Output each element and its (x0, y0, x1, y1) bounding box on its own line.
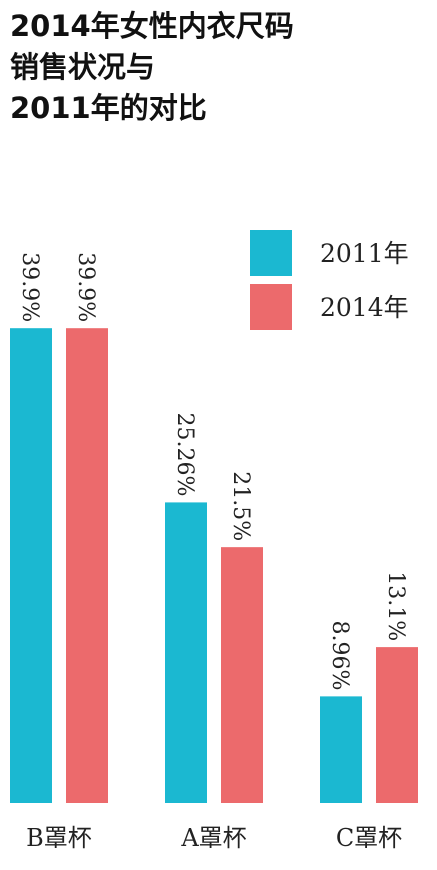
value-label: 13.1% (383, 571, 408, 641)
x-tick-label: C罩杯 (336, 824, 402, 852)
value-label: 39.9% (17, 252, 42, 322)
value-label: 21.5% (228, 471, 253, 541)
bar (10, 328, 52, 803)
legend-label: 2014年 (320, 293, 409, 322)
bar (376, 647, 418, 803)
bar (66, 328, 108, 803)
x-tick-label: B罩杯 (26, 824, 92, 852)
value-label: 39.9% (73, 252, 98, 322)
legend-swatch (250, 284, 292, 330)
value-label: 25.26% (172, 413, 197, 497)
x-tick-label: A罩杯 (180, 824, 246, 852)
legend-label: 2011年 (320, 239, 409, 268)
bar (320, 696, 362, 803)
chart-title: 销售状况与 (10, 50, 155, 84)
bar (165, 502, 207, 803)
legend-swatch (250, 230, 292, 276)
bar (221, 547, 263, 803)
chart-title: 2014年女性内衣尺码 (10, 9, 294, 43)
value-label: 8.96% (327, 620, 352, 690)
chart-title: 2011年的对比 (10, 91, 207, 125)
